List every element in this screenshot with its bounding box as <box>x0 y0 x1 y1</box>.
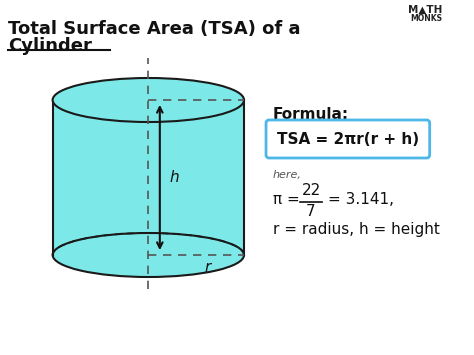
Text: MONKS: MONKS <box>410 14 442 23</box>
Text: r: r <box>205 82 211 98</box>
Text: 7: 7 <box>306 204 316 219</box>
Text: Cylinder: Cylinder <box>8 37 91 55</box>
Text: h: h <box>169 170 179 185</box>
Ellipse shape <box>53 78 244 122</box>
Text: M▲TH: M▲TH <box>408 5 442 15</box>
Polygon shape <box>53 100 244 255</box>
Text: r = radius, h = height: r = radius, h = height <box>273 222 439 237</box>
Ellipse shape <box>53 233 244 277</box>
Text: here,: here, <box>273 170 301 180</box>
Text: 22: 22 <box>301 183 320 198</box>
Text: Formula:: Formula: <box>273 107 349 122</box>
FancyBboxPatch shape <box>266 120 429 158</box>
Text: Total Surface Area (TSA) of a: Total Surface Area (TSA) of a <box>8 20 300 38</box>
Text: TSA = 2πr(r + h): TSA = 2πr(r + h) <box>277 131 419 147</box>
Text: = 3.141,: = 3.141, <box>328 192 394 207</box>
Text: π =: π = <box>273 192 300 207</box>
Text: r: r <box>205 261 211 275</box>
